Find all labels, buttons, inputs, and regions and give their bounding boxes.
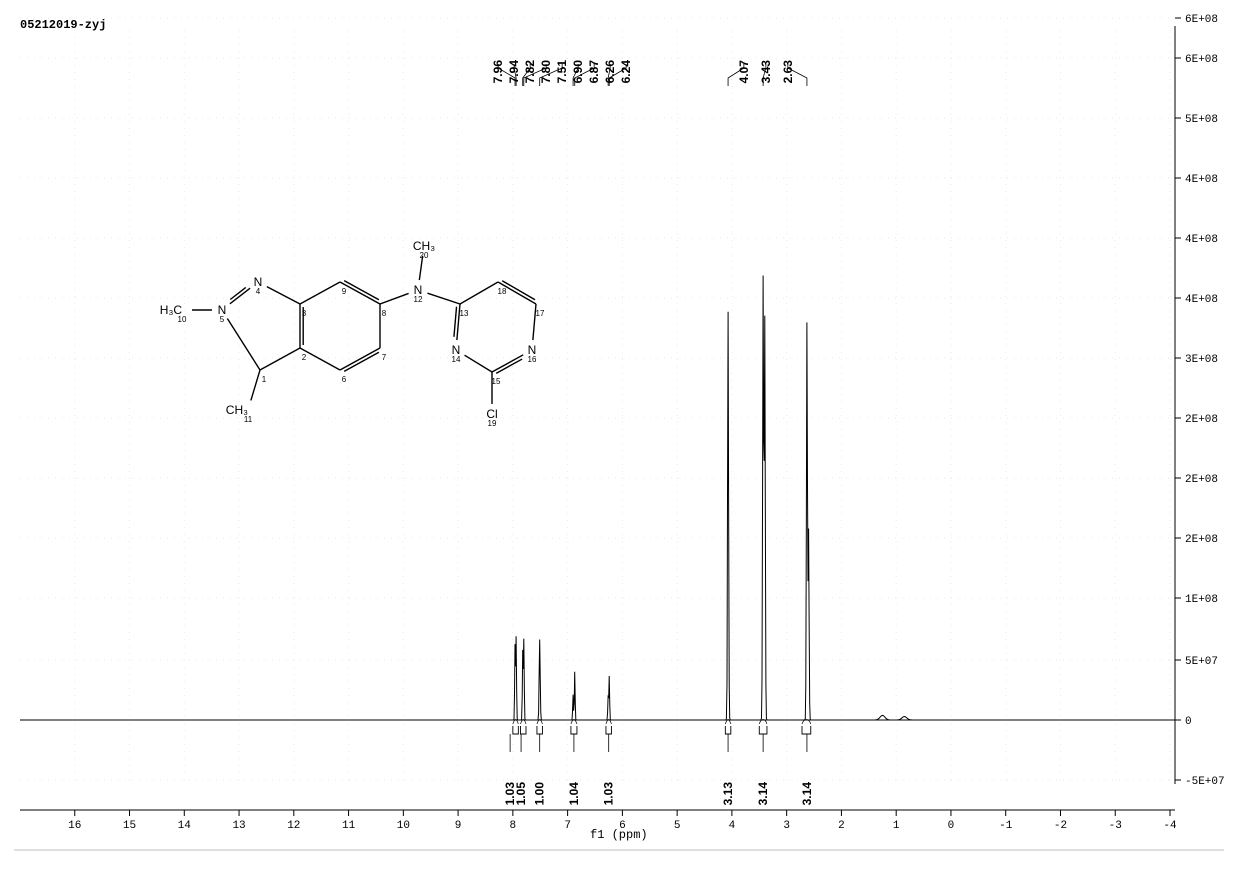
svg-text:4: 4 xyxy=(256,287,261,296)
peak-ppm-label: 6.24 xyxy=(619,60,633,84)
svg-text:20: 20 xyxy=(420,251,429,260)
svg-text:4: 4 xyxy=(729,820,736,832)
svg-text:5E+07: 5E+07 xyxy=(1185,656,1218,668)
svg-text:2: 2 xyxy=(838,820,845,832)
svg-text:6E+08: 6E+08 xyxy=(1185,54,1218,66)
svg-text:9: 9 xyxy=(455,820,462,832)
peak-ppm-label: 3.43 xyxy=(759,60,773,84)
svg-text:3E+08: 3E+08 xyxy=(1185,354,1218,366)
svg-text:10: 10 xyxy=(397,820,410,832)
peak-ppm-label: 6.26 xyxy=(603,60,617,84)
svg-text:2E+08: 2E+08 xyxy=(1185,474,1218,486)
svg-text:8: 8 xyxy=(382,309,387,318)
svg-text:9: 9 xyxy=(342,287,347,296)
svg-text:16: 16 xyxy=(528,355,537,364)
svg-text:7: 7 xyxy=(564,820,571,832)
svg-text:5: 5 xyxy=(220,315,225,324)
svg-text:-2: -2 xyxy=(1054,820,1067,832)
nmr-spectrum-page: 05212019-zyj -5E+0705E+071E+082E+082E+08… xyxy=(0,0,1240,870)
svg-text:3: 3 xyxy=(302,309,307,318)
svg-text:19: 19 xyxy=(488,419,497,428)
svg-text:4E+08: 4E+08 xyxy=(1185,294,1218,306)
svg-text:12: 12 xyxy=(414,295,423,304)
svg-text:0: 0 xyxy=(948,820,955,832)
integral-value-label: 1.00 xyxy=(533,782,547,806)
x-axis-label: f1 (ppm) xyxy=(590,828,648,842)
svg-text:17: 17 xyxy=(536,309,545,318)
svg-text:-1: -1 xyxy=(999,820,1013,832)
svg-text:0: 0 xyxy=(1185,716,1192,728)
svg-text:1: 1 xyxy=(262,375,267,384)
svg-text:11: 11 xyxy=(244,415,253,424)
svg-text:6E+08: 6E+08 xyxy=(1185,14,1218,26)
svg-text:15: 15 xyxy=(123,820,136,832)
svg-text:10: 10 xyxy=(178,315,187,324)
integral-value-label: 1.04 xyxy=(567,782,581,806)
svg-text:4E+08: 4E+08 xyxy=(1185,174,1218,186)
svg-text:1E+08: 1E+08 xyxy=(1185,594,1218,606)
peak-ppm-label: 7.96 xyxy=(491,60,505,84)
svg-text:-3: -3 xyxy=(1109,820,1122,832)
svg-text:-4: -4 xyxy=(1163,820,1177,832)
svg-text:5: 5 xyxy=(674,820,681,832)
svg-text:4E+08: 4E+08 xyxy=(1185,234,1218,246)
svg-text:18: 18 xyxy=(498,287,507,296)
svg-text:16: 16 xyxy=(68,820,81,832)
svg-text:1: 1 xyxy=(893,820,900,832)
integral-value-label: 3.14 xyxy=(756,782,770,806)
svg-text:12: 12 xyxy=(287,820,300,832)
integral-value-label: 3.13 xyxy=(721,782,735,806)
svg-text:14: 14 xyxy=(452,355,461,364)
svg-text:13: 13 xyxy=(232,820,245,832)
svg-text:5E+08: 5E+08 xyxy=(1185,114,1218,126)
svg-text:2: 2 xyxy=(302,353,307,362)
svg-text:6: 6 xyxy=(342,375,347,384)
svg-text:7: 7 xyxy=(382,353,387,362)
svg-text:15: 15 xyxy=(492,377,501,386)
svg-text:2E+08: 2E+08 xyxy=(1185,534,1218,546)
integral-value-label: 1.03 xyxy=(602,782,616,806)
peak-ppm-label: 7.51 xyxy=(555,60,569,84)
peak-ppm-label: 7.82 xyxy=(523,60,537,84)
svg-text:8: 8 xyxy=(510,820,517,832)
svg-text:-5E+07: -5E+07 xyxy=(1185,776,1225,788)
peak-ppm-label: 2.63 xyxy=(781,60,795,84)
svg-text:11: 11 xyxy=(342,820,356,832)
svg-text:13: 13 xyxy=(460,309,469,318)
svg-text:2E+08: 2E+08 xyxy=(1185,414,1218,426)
integral-value-label: 3.14 xyxy=(800,782,814,806)
peak-ppm-label: 7.94 xyxy=(507,60,521,84)
peak-ppm-label: 6.87 xyxy=(587,60,601,84)
peak-ppm-label: 7.80 xyxy=(539,60,553,84)
molecule-structure: 123N4N56789H₃C10CH₃11N1213N1415N161718Cl… xyxy=(140,210,550,440)
svg-text:14: 14 xyxy=(178,820,192,832)
integral-value-label: 1.05 xyxy=(514,782,528,806)
svg-text:3: 3 xyxy=(783,820,790,832)
